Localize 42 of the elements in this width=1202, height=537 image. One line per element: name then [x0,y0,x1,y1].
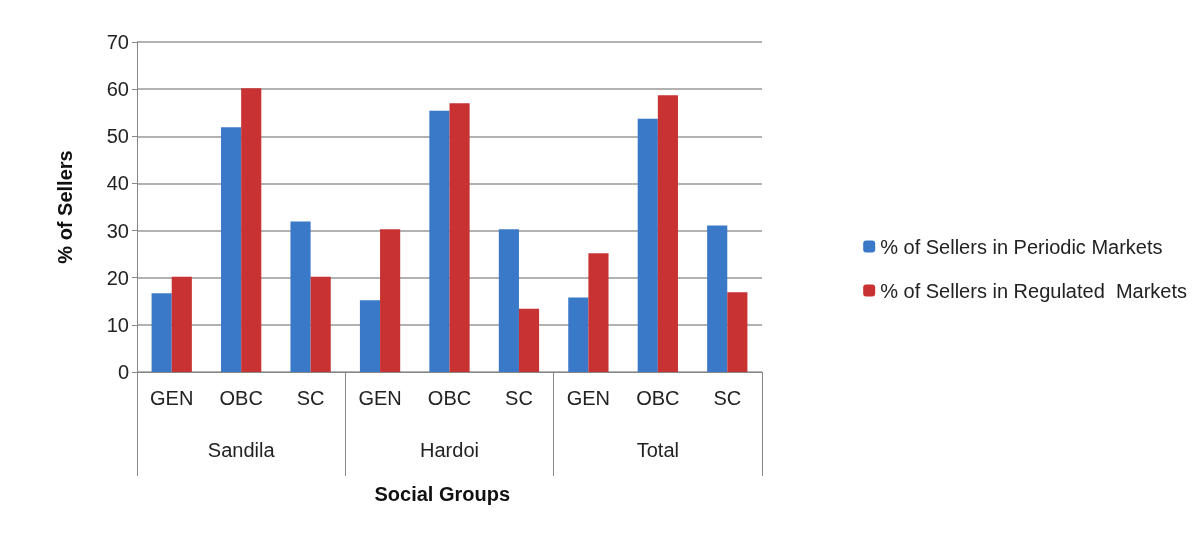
x-tick-label: OBC [427,387,472,409]
text: Total [636,439,679,461]
bar [151,293,172,372]
y-tick-label: 50 [106,125,129,148]
y-axis-title: % of Sellers [54,150,76,264]
x-tick-label: OBC [636,387,680,409]
bar [498,229,519,372]
bar [707,225,728,372]
bar [727,292,748,372]
y-tick-label: 60 [106,78,129,101]
text: Hardoi [420,439,479,461]
legend-label: % of Sellers in Regulated Markets [880,279,1188,302]
bar [568,297,589,372]
bar [290,221,311,372]
x-tick-label: OBC [219,387,263,409]
bar [588,253,609,372]
bar [221,127,242,372]
x-tick-label: GEN [566,387,611,409]
bar [429,110,450,372]
y-tick-label: 40 [106,172,129,195]
x-tick-label: SC [713,387,742,409]
y-tick-label: 0 [117,361,129,383]
bar [657,95,678,372]
bar [518,308,540,372]
x-axis-title: Social Groups [374,483,511,505]
x-tick-label: SC [505,387,533,409]
x-tick-label: GEN [150,387,194,409]
bar [637,118,658,372]
bar [241,88,262,372]
y-tick-label: 10 [106,313,129,336]
y-tick-label: 30 [106,219,129,242]
bar [171,276,192,372]
bar [380,229,401,372]
x-tick-label: GEN [358,387,402,409]
bar [359,300,381,372]
y-tick-label: 20 [106,266,129,289]
y-tick-label: 70 [106,31,129,53]
bar [310,276,331,372]
legend-label: % of Sellers in Periodic Markets [880,235,1163,258]
bar [449,103,470,372]
x-tick-label: SC [296,387,325,409]
text: Sandila [207,439,276,461]
